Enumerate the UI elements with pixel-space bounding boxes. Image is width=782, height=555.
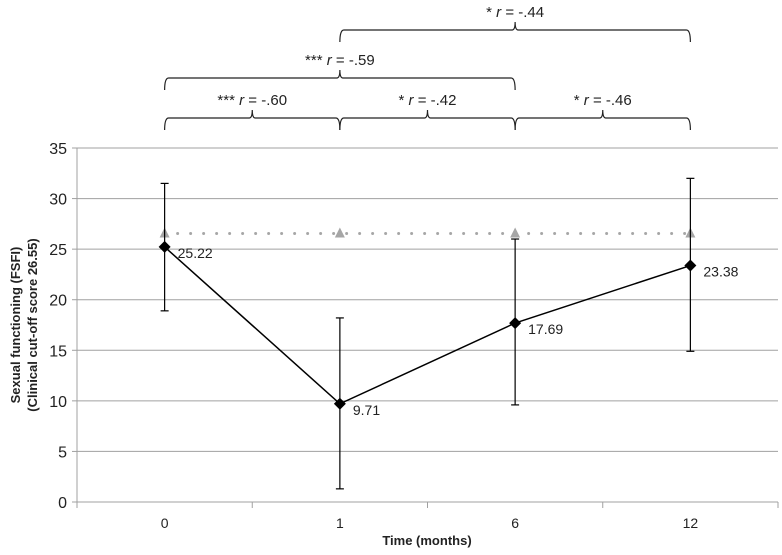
data-label: 17.69 — [528, 321, 563, 337]
significance-bracket — [514, 109, 691, 131]
y-tick-label: 15 — [49, 343, 67, 360]
cutoff-marker — [510, 227, 521, 238]
significance-bracket — [164, 109, 341, 131]
y-axis-title: Sexual functioning (FSFI) — [8, 247, 23, 404]
data-point — [684, 259, 697, 272]
significance-label: *** r = -.59 — [305, 52, 375, 69]
data-point — [333, 397, 346, 410]
data-label: 9.71 — [353, 402, 380, 418]
y-tick-label: 0 — [58, 495, 67, 512]
data-label: 25.22 — [178, 245, 213, 261]
cutoff-marker — [334, 227, 345, 238]
data-point — [509, 317, 522, 330]
x-tick-label: 12 — [683, 515, 699, 531]
y-tick-label: 10 — [49, 394, 67, 411]
significance-label: * r = -.46 — [574, 92, 632, 109]
x-tick-label: 6 — [511, 515, 519, 531]
y-tick-label: 35 — [49, 141, 67, 158]
y-axis-subtitle: (Clinical cut-off score 26.55) — [25, 238, 40, 411]
y-tick-label: 5 — [58, 444, 67, 461]
y-tick-label: 25 — [49, 242, 67, 259]
series-line — [164, 246, 691, 405]
y-tick-label: 30 — [49, 192, 67, 209]
significance-bracket — [339, 109, 516, 131]
data-point — [158, 240, 171, 253]
y-tick-label: 20 — [49, 293, 67, 310]
x-axis-title: Time (months) — [382, 533, 471, 548]
significance-bracket — [339, 21, 691, 43]
x-tick-label: 1 — [336, 515, 344, 531]
significance-label: *** r = -.60 — [217, 92, 287, 109]
significance-bracket — [164, 69, 516, 91]
data-label: 23.38 — [703, 264, 738, 280]
significance-label: * r = -.42 — [399, 92, 457, 109]
x-tick-label: 0 — [161, 515, 169, 531]
significance-label: * r = -.44 — [486, 4, 544, 21]
